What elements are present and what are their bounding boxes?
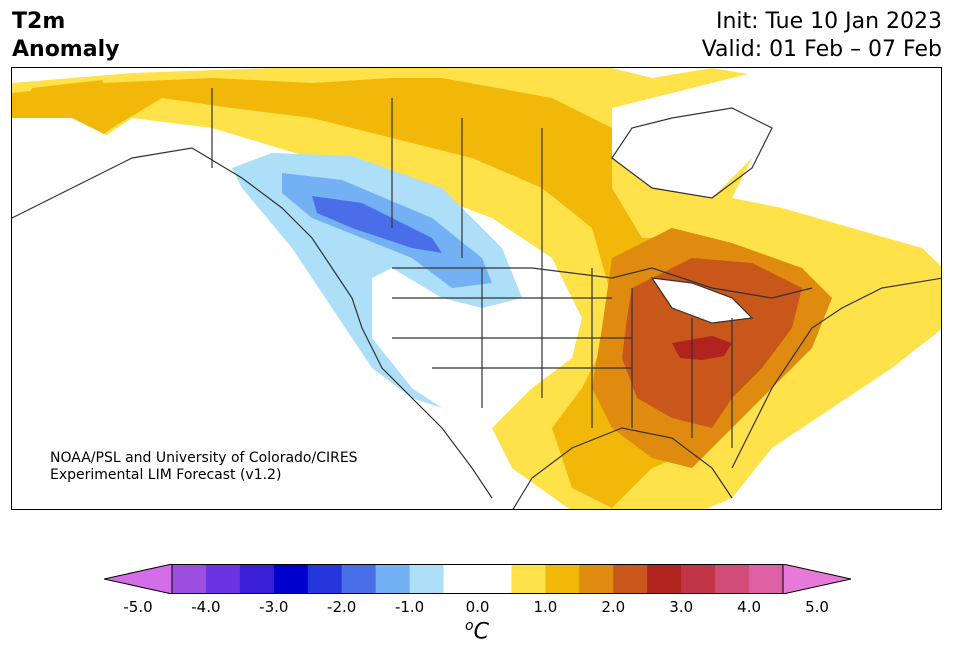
hudson-bay xyxy=(611,107,773,199)
colorbar-tick-label: -4.0 xyxy=(191,598,221,616)
light-blue-west xyxy=(232,153,522,408)
deep-blue-west xyxy=(312,196,442,253)
colorbar-cell xyxy=(375,564,411,594)
colorbar-cell xyxy=(715,564,750,594)
unit-degree: o xyxy=(465,618,474,634)
arctic-neutral-ne xyxy=(612,68,941,248)
colorbar-cell xyxy=(443,564,478,594)
colorbar-tick-label: -5.0 xyxy=(123,598,153,616)
gulf-coastline xyxy=(512,427,733,509)
colorbar-cell xyxy=(647,564,682,594)
colorbar-cell xyxy=(545,564,580,594)
colorbar-cell xyxy=(273,564,309,594)
colorbar-cell xyxy=(307,564,343,594)
init-date: Init: Tue 10 Jan 2023 xyxy=(715,9,942,34)
unit-letter: C xyxy=(473,619,489,645)
colorbar-cell xyxy=(579,564,614,594)
anomaly-map: NOAA/PSL and University of Colorado/CIRE… xyxy=(11,67,942,510)
credit-text: NOAA/PSL and University of Colorado/CIRE… xyxy=(50,450,358,484)
colorbar xyxy=(104,564,851,594)
boundaries xyxy=(12,88,941,509)
colorbar-tick-label: 4.0 xyxy=(737,598,762,616)
red-core xyxy=(672,336,732,360)
colorbar-cell xyxy=(613,564,648,594)
colorbar-cell xyxy=(511,564,546,594)
valid-range: Valid: 01 Feb – 07 Feb xyxy=(701,37,942,62)
colorbar-frame xyxy=(171,564,784,594)
colorbar-tick-label: -1.0 xyxy=(394,598,425,616)
colorbar-unit: oC xyxy=(465,618,489,644)
colorbar-cell xyxy=(341,564,377,594)
colorbar-tick-label: -3.0 xyxy=(259,598,289,616)
colorbar-cell xyxy=(172,564,207,594)
colorbar-tick-label: 1.0 xyxy=(533,598,558,616)
title-line-1: T2m xyxy=(12,9,66,34)
east-coastline xyxy=(731,277,941,469)
colorbar-tick-label: -2.0 xyxy=(327,598,357,616)
colorbar-tick-labels: -5.0 -4.0 -3.0 -2.0 -1.0 0.0 1.0 2.0 3.0 4.0 5.0 xyxy=(0,598,953,618)
us-canada-border xyxy=(392,267,813,299)
colorbar-tick-label: 3.0 xyxy=(669,598,694,616)
colorbar-cell xyxy=(477,564,512,594)
colorbar-tick-label: 0.0 xyxy=(465,598,490,616)
colorbar-max-arrow xyxy=(782,564,851,594)
colorbar-cell xyxy=(205,564,241,594)
credit-line-1: NOAA/PSL and University of Colorado/CIRE… xyxy=(50,450,358,466)
great-lakes xyxy=(650,277,754,324)
canada-provinces xyxy=(211,88,543,268)
colorbar-tick-label: 5.0 xyxy=(805,598,829,616)
title-line-2: Anomaly xyxy=(12,37,120,62)
map-canvas xyxy=(12,68,941,509)
forecast-dates: Init: Tue 10 Jan 2023 Valid: 01 Feb – 07… xyxy=(702,8,942,64)
colorbar-cell xyxy=(409,564,445,594)
neutral-areas xyxy=(12,68,941,248)
colorbar-cell xyxy=(239,564,275,594)
credit-line-2: Experimental LIM Forecast (v1.2) xyxy=(50,467,282,483)
us-states xyxy=(392,268,733,448)
colorbar-cell xyxy=(749,564,784,594)
arctic-neutral-nw xyxy=(12,118,112,218)
colorbar-cells xyxy=(104,564,851,594)
map-title: T2m Anomaly xyxy=(12,8,119,64)
west-coastline xyxy=(12,147,493,499)
colorbar-tick-label: 2.0 xyxy=(601,598,626,616)
colorbar-cell xyxy=(681,564,716,594)
colorbar-min-arrow xyxy=(104,564,173,594)
